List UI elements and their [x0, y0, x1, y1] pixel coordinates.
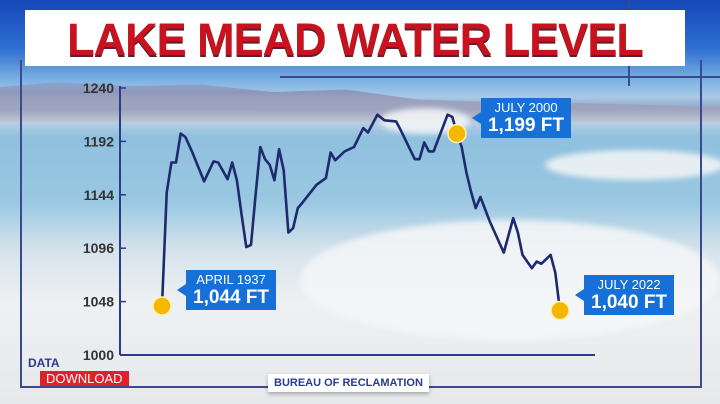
annotation-marker	[550, 300, 570, 321]
chart-title: LAKE MEAD WATER LEVEL	[67, 14, 644, 65]
annotation-date: JULY 2022	[597, 276, 661, 292]
y-tick-label: 1048	[83, 294, 114, 310]
annotation-value: 1,044 FT	[193, 287, 270, 309]
annotation-date: APRIL 1937	[196, 272, 266, 288]
annotation-marker	[152, 296, 172, 316]
y-tick-label: 1096	[83, 240, 114, 256]
annotation-marker	[447, 123, 467, 144]
annotation-value: 1,040 FT	[591, 291, 668, 313]
source-label: BUREAU OF RECLAMATION	[268, 374, 429, 392]
frame-line	[280, 76, 720, 78]
background-shoreline	[545, 150, 720, 180]
y-tick-label: 1000	[83, 347, 114, 363]
y-tick-label: 1192	[84, 133, 115, 149]
logo-line1: DATA	[28, 356, 60, 370]
annotation-callout: APRIL 1937 1,044 FT	[176, 270, 277, 311]
logo-line2: DOWNLOAD	[40, 371, 129, 386]
annotation-callout: JULY 2000 1,199 FT	[471, 97, 572, 138]
data-download-logo: DATA DOWNLOAD	[28, 356, 129, 388]
series-line	[160, 113, 562, 311]
annotation-callout: JULY 2022 1,040 FT	[574, 274, 675, 315]
y-tick-label: 1144	[84, 187, 115, 203]
y-tick-label: 1240	[83, 80, 114, 96]
annotation-date: JULY 2000	[494, 99, 558, 115]
title-bar: LAKE MEAD WATER LEVEL	[25, 10, 685, 66]
annotation-value: 1,199 FT	[487, 114, 565, 136]
